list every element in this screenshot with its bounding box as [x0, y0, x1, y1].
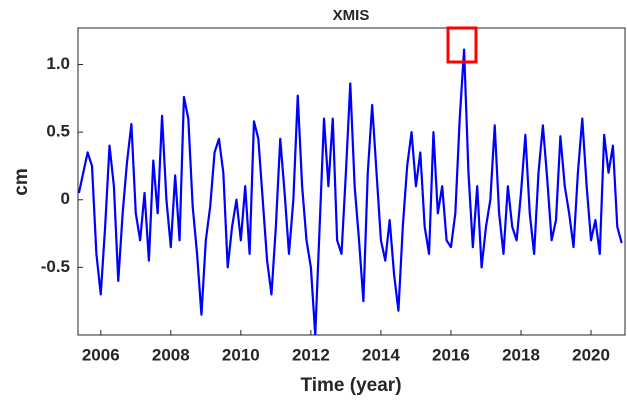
y-tick-label: 1.0: [46, 54, 70, 73]
x-tick-label: 2010: [222, 345, 260, 364]
plot-marks: [78, 48, 623, 335]
x-tick-label: 2020: [572, 345, 610, 364]
data-line: [78, 48, 623, 335]
x-tick-label: 2008: [152, 345, 190, 364]
y-tick-label: -0.5: [41, 257, 70, 276]
y-axis-label: cm: [11, 168, 32, 195]
y-tick-label: 0: [61, 189, 70, 208]
highlight-box: [446, 26, 478, 64]
x-tick-label: 2018: [502, 345, 540, 364]
plot-area: [77, 27, 626, 336]
x-tick-label: 2016: [432, 345, 470, 364]
x-tick-label: 2014: [362, 345, 400, 364]
y-tick-label: 0.5: [46, 122, 70, 141]
chart-title: XMIS: [333, 7, 370, 24]
x-axis-label: Time (year): [300, 375, 401, 396]
x-tick-label: 2006: [82, 345, 120, 364]
x-tick-label: 2012: [292, 345, 330, 364]
